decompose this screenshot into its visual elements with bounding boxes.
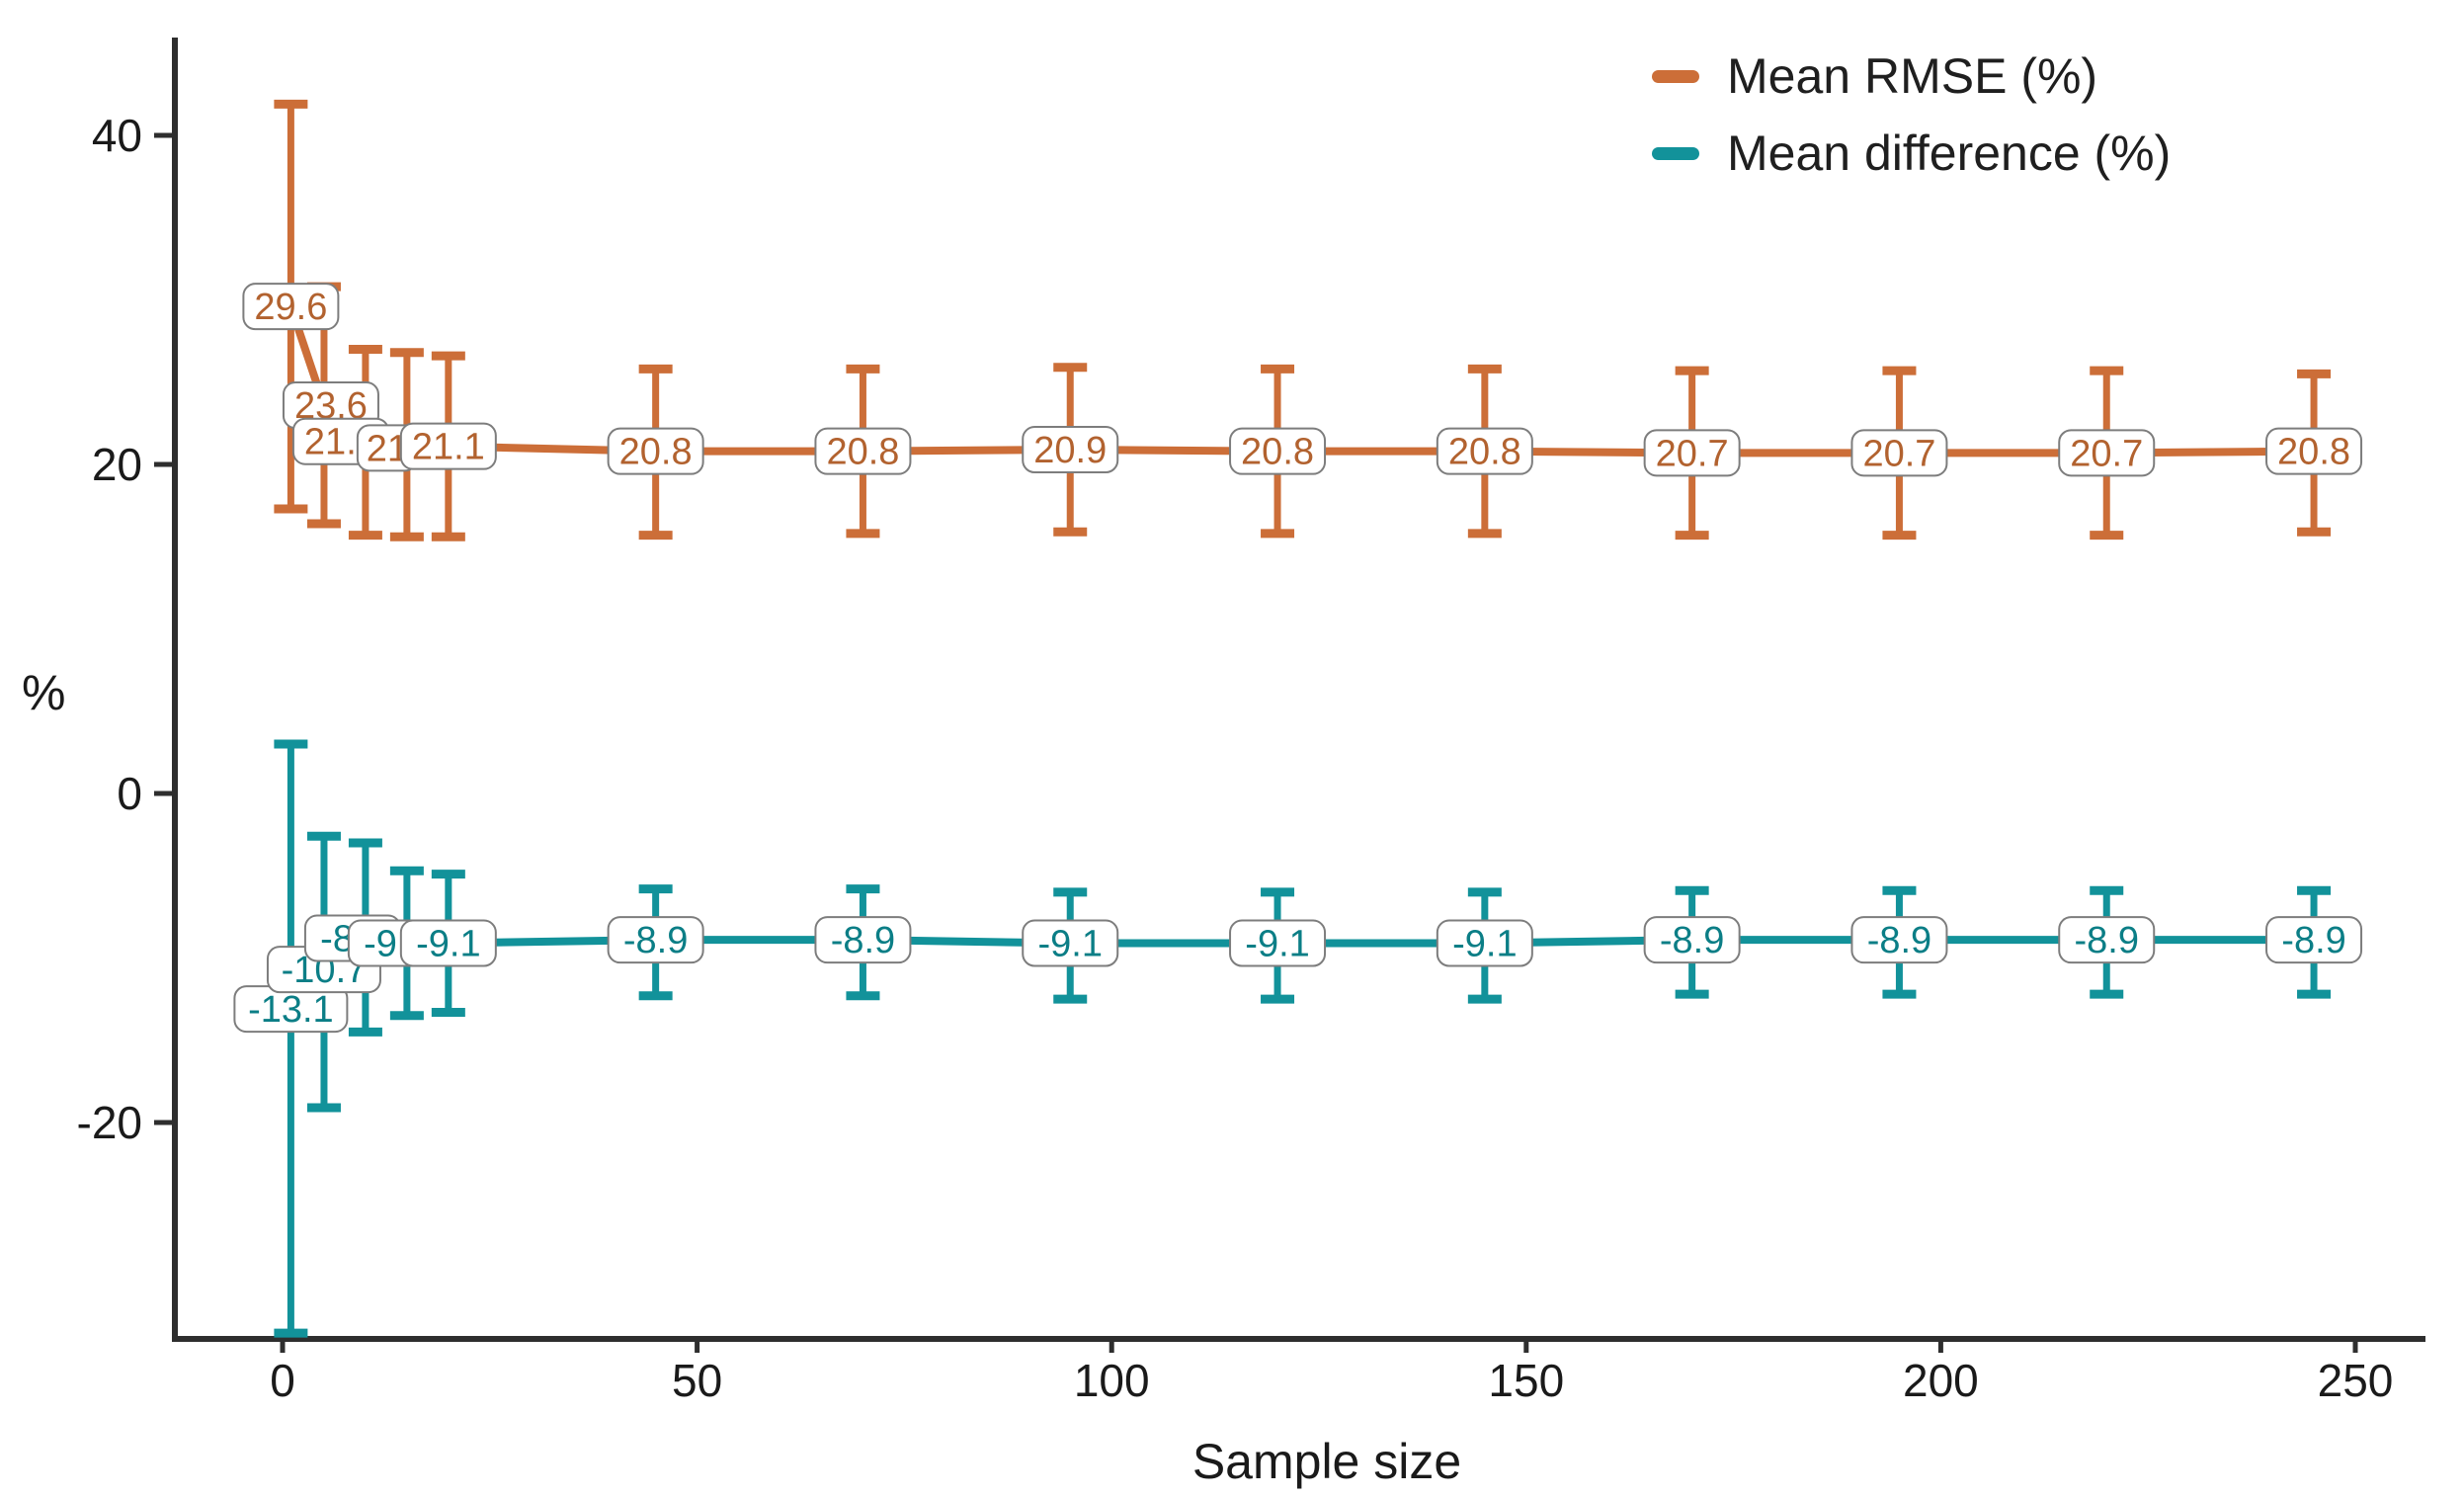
data-label-box bbox=[2265, 427, 2363, 475]
x-tick-label: 0 bbox=[270, 1355, 295, 1406]
y-tick-label: 20 bbox=[92, 439, 142, 490]
data-label: -9.1 bbox=[1245, 924, 1309, 965]
data-label: 21.1 bbox=[412, 427, 485, 468]
data-label-box bbox=[814, 916, 912, 964]
x-tick-label: 100 bbox=[1074, 1355, 1150, 1406]
legend-item-difference: Mean difference (%) bbox=[1652, 121, 2171, 186]
x-tick-label: 200 bbox=[1903, 1355, 1979, 1406]
rmse-line-swatch-icon bbox=[1652, 69, 1699, 83]
legend-label-difference: Mean difference (%) bbox=[1727, 125, 2172, 181]
x-tick-label: 150 bbox=[1488, 1355, 1564, 1406]
data-label: -8.9 bbox=[1660, 920, 1724, 961]
data-label-box bbox=[399, 919, 497, 967]
data-label-box bbox=[607, 916, 704, 964]
legend-label-rmse: Mean RMSE (%) bbox=[1727, 48, 2098, 104]
data-label-box bbox=[2058, 429, 2156, 477]
data-label: -8.9 bbox=[831, 920, 895, 961]
data-label: -8.9 bbox=[1867, 920, 1931, 961]
data-label-box bbox=[1229, 919, 1327, 967]
data-label: -8.9 bbox=[2074, 920, 2138, 961]
data-label-box bbox=[1850, 429, 1948, 477]
data-label-box bbox=[2265, 916, 2363, 964]
data-label: 29.6 bbox=[254, 287, 327, 328]
y-tick-label: 0 bbox=[117, 768, 142, 819]
legend-item-rmse: Mean RMSE (%) bbox=[1652, 43, 2171, 109]
y-tick-label: 40 bbox=[92, 110, 142, 161]
data-label: 20.7 bbox=[1656, 433, 1729, 474]
data-label-box bbox=[2058, 916, 2156, 964]
data-label: 20.9 bbox=[1033, 430, 1107, 471]
data-label: -8.9 bbox=[2281, 920, 2345, 961]
y-axis-title: % bbox=[22, 665, 66, 720]
data-label: 20.8 bbox=[826, 432, 899, 473]
data-label-box bbox=[1022, 426, 1119, 474]
data-label: 20.8 bbox=[1448, 432, 1521, 473]
data-label: 20.7 bbox=[1862, 433, 1935, 474]
data-label-box bbox=[399, 422, 497, 470]
y-tick-label: -20 bbox=[77, 1097, 142, 1148]
legend: Mean RMSE (%) Mean difference (%) bbox=[1652, 43, 2171, 186]
data-label-box bbox=[1022, 919, 1119, 967]
data-label-box bbox=[1436, 919, 1533, 967]
data-label: -9.1 bbox=[416, 924, 480, 965]
data-label-box bbox=[1229, 427, 1327, 475]
data-label-box bbox=[1643, 916, 1741, 964]
x-tick-label: 250 bbox=[2318, 1355, 2394, 1406]
data-label-box bbox=[1850, 916, 1948, 964]
data-label-box bbox=[1436, 427, 1533, 475]
data-label-box bbox=[242, 283, 340, 331]
data-label-box bbox=[1643, 429, 1741, 477]
data-label: -8.9 bbox=[623, 920, 688, 961]
data-label: -9.1 bbox=[1452, 924, 1517, 965]
data-label: -13.1 bbox=[248, 989, 334, 1031]
data-label-box bbox=[607, 427, 704, 475]
data-label: -9.1 bbox=[1037, 924, 1102, 965]
data-label: 20.8 bbox=[1241, 432, 1314, 473]
data-label: 20.8 bbox=[2277, 432, 2350, 473]
data-label: 20.7 bbox=[2070, 433, 2143, 474]
difference-line-swatch-icon bbox=[1652, 146, 1699, 160]
data-label: 20.8 bbox=[619, 432, 693, 473]
x-axis-title: Sample size bbox=[1191, 1434, 1462, 1489]
x-tick-label: 50 bbox=[672, 1355, 722, 1406]
data-label-box bbox=[814, 427, 912, 475]
